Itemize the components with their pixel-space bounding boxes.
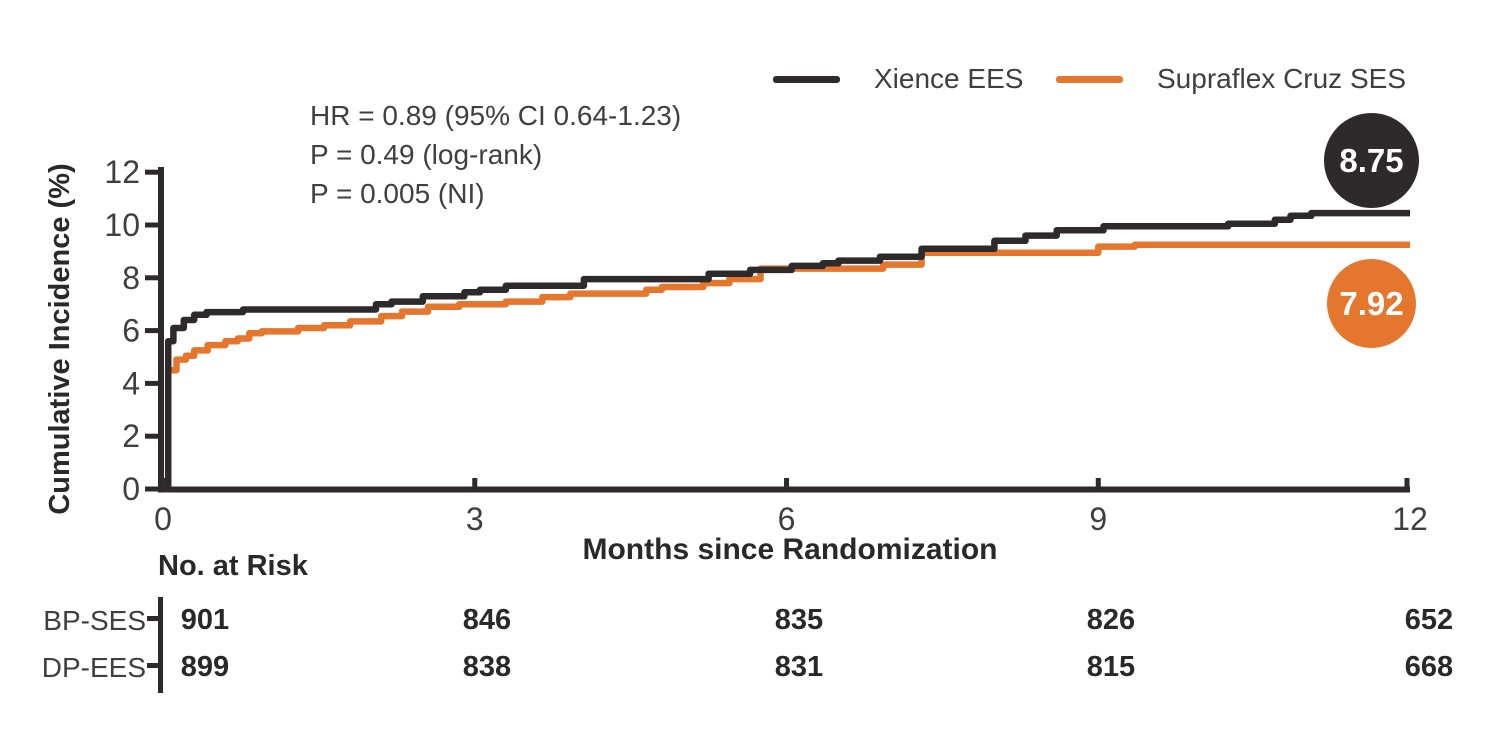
curve-xience-ees [163, 209, 1410, 493]
endpoint-badge-xience: 8.75 [1324, 113, 1419, 208]
risk-cell: 899 [180, 651, 230, 683]
risk-row-tick-icon [147, 616, 159, 621]
risk-cell: 826 [1086, 604, 1136, 636]
y-tick-label: 6 [122, 313, 140, 349]
x-tick-label: 3 [466, 501, 484, 537]
risk-table-axis-line [158, 597, 163, 693]
legend-label-supraflex: Supraflex Cruz SES [1157, 63, 1406, 94]
stats-annotation: HR = 0.89 (95% CI 0.64-1.23) P = 0.49 (l… [310, 96, 681, 213]
x-tick-label: 0 [154, 501, 172, 537]
y-tick-label: 8 [122, 260, 140, 296]
endpoint-value-xience: 8.75 [1339, 141, 1404, 179]
risk-cell: 831 [774, 651, 824, 683]
risk-cell: 835 [774, 604, 824, 636]
stats-hr-line: HR = 0.89 (95% CI 0.64-1.23) [310, 100, 682, 131]
y-tick-label: 0 [122, 471, 140, 507]
y-axis-title: Cumulative Incidence (%) [44, 163, 76, 515]
xience-line-swatch-icon [773, 75, 840, 83]
stats-ni-line: P = 0.005 (NI) [310, 178, 485, 209]
curve-supraflex-cruz-ses [163, 241, 1410, 493]
risk-table-title: No. at Risk [158, 550, 308, 582]
x-tick-label: 6 [778, 501, 796, 537]
risk-cell: 901 [180, 604, 230, 636]
endpoint-value-supraflex: 7.92 [1339, 284, 1404, 322]
risk-row-tick-icon [147, 663, 159, 668]
risk-row-label-bpses: BP-SES [43, 605, 146, 636]
legend-item-xience: Xience EES [773, 63, 1023, 95]
risk-cell: 815 [1086, 651, 1136, 683]
legend-label-xience: Xience EES [874, 63, 1024, 94]
x-tick-label: 12 [1392, 501, 1428, 537]
risk-cell: 652 [1404, 604, 1454, 636]
x-axis-title: Months since Randomization [582, 533, 998, 566]
stats-logrank-line: P = 0.49 (log-rank) [310, 139, 543, 170]
risk-row-label-dpees: DP-EES [41, 652, 146, 683]
risk-cell: 838 [462, 651, 512, 683]
y-tick-label: 12 [104, 154, 140, 190]
legend-item-supraflex: Supraflex Cruz SES [1056, 63, 1406, 95]
y-tick-label: 10 [104, 207, 140, 243]
endpoint-badge-supraflex: 7.92 [1327, 259, 1416, 348]
risk-cell: 668 [1404, 651, 1454, 683]
supraflex-line-swatch-icon [1056, 75, 1123, 83]
risk-cell: 846 [462, 604, 512, 636]
x-tick-label: 9 [1089, 501, 1107, 537]
y-tick-label: 4 [122, 365, 140, 401]
y-tick-label: 2 [122, 418, 140, 454]
